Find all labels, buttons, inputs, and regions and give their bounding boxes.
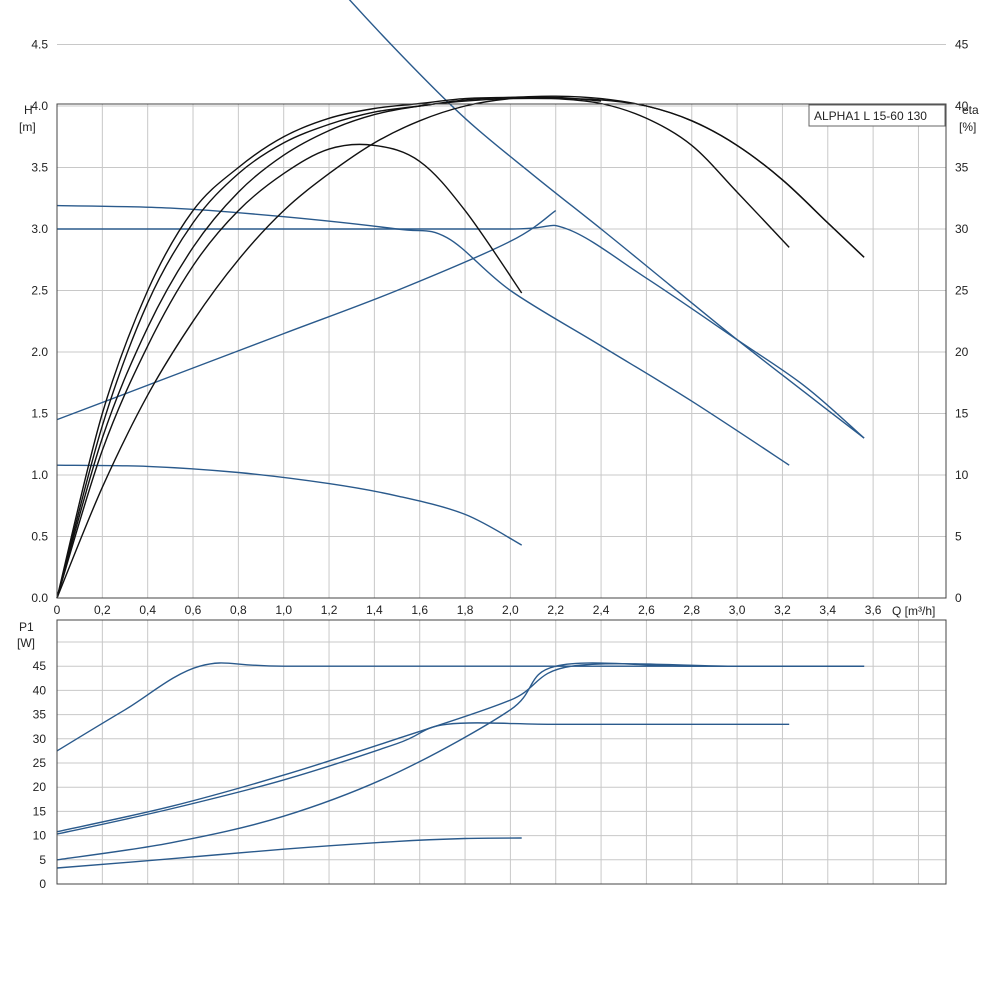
bottom-grid <box>57 620 946 884</box>
eta-axis-label: eta <box>962 103 979 117</box>
bottom-y-tick-labels: 0 5 10 15 20 25 30 35 40 45 <box>33 659 47 891</box>
p1-tick-label: 25 <box>33 756 47 770</box>
x-tick-label: 2,4 <box>593 603 610 617</box>
head-curve-2 <box>56 224 865 439</box>
h-axis-label: H <box>24 103 33 117</box>
h-tick-label: 4.5 <box>31 38 48 52</box>
p1-axis-label: P1 <box>19 620 34 634</box>
eta-tick-label: 40 <box>955 99 969 113</box>
eta-tick-label: 15 <box>955 407 969 421</box>
h-tick-label: 0.0 <box>31 591 48 605</box>
eta-tick-label: 35 <box>955 161 969 175</box>
p1-tick-label: 0 <box>39 877 46 891</box>
eta-tick-label: 5 <box>955 530 962 544</box>
x-tick-label: 1,6 <box>411 603 428 617</box>
q-axis-label: Q [m³/h] <box>892 604 935 618</box>
x-tick-label: 1,0 <box>275 603 292 617</box>
h-tick-label: 2.5 <box>31 284 48 298</box>
top-series-group <box>56 0 865 599</box>
x-tick-label: 1,4 <box>366 603 383 617</box>
p1-tick-label: 20 <box>33 780 47 794</box>
power-curve-2 <box>56 722 790 835</box>
top-y-right-tick-labels: 0510152025303540455055606570 <box>955 38 969 606</box>
head-curve-1 <box>56 204 790 466</box>
x-tick-label: 2,6 <box>638 603 655 617</box>
eta-tick-label: 10 <box>955 468 969 482</box>
eta-curve-8 <box>56 143 523 599</box>
x-tick-label: 3,2 <box>774 603 791 617</box>
x-tick-label: 0,6 <box>185 603 202 617</box>
x-tick-label: 2,8 <box>683 603 700 617</box>
top-x-tick-labels: 0 0,2 0,4 0,6 0,8 1,0 1,2 1,4 1,6 1,8 2,0 2,2 2,4 2,6… <box>54 603 882 617</box>
x-tick-label: 0,8 <box>230 603 247 617</box>
h-axis-unit: [m] <box>19 120 36 134</box>
h-tick-label: 0.5 <box>31 530 48 544</box>
h-tick-label: 2.0 <box>31 345 48 359</box>
p1-tick-label: 10 <box>33 829 47 843</box>
legend-box <box>808 104 946 127</box>
power-curve-3 <box>56 662 865 861</box>
x-tick-label: 0 <box>54 603 61 617</box>
legend-label: ALPHA1 L 15-60 130 <box>814 109 927 123</box>
eta-tick-label: 20 <box>955 345 969 359</box>
x-tick-label: 3,6 <box>865 603 882 617</box>
bottom-plot-frame <box>56 619 947 885</box>
h-tick-label: 4.0 <box>31 99 48 113</box>
eta-tick-label: 0 <box>955 591 962 605</box>
p1-tick-label: 35 <box>33 708 47 722</box>
x-tick-label: 3,4 <box>819 603 836 617</box>
h-tick-label: 3.5 <box>31 161 48 175</box>
x-tick-label: 2,2 <box>547 603 564 617</box>
eta-curve-9 <box>56 96 602 599</box>
p1-tick-label: 5 <box>39 853 46 867</box>
eta-curve-6 <box>56 96 790 599</box>
eta-axis-unit: [%] <box>959 120 976 134</box>
eta-curve-7 <box>56 97 865 599</box>
head-curve-3 <box>56 210 557 421</box>
p1-tick-label: 15 <box>33 804 47 818</box>
p1-tick-label: 40 <box>33 683 47 697</box>
p1-tick-label: 45 <box>33 659 47 673</box>
eta-tick-label: 25 <box>955 284 969 298</box>
h-tick-label: 1.5 <box>31 407 48 421</box>
head-curve-4 <box>56 464 523 546</box>
h-tick-label: 1.0 <box>31 468 48 482</box>
p1-tick-label: 30 <box>33 732 47 746</box>
bottom-series-group <box>56 662 865 869</box>
head-curve-0 <box>348 0 865 439</box>
top-plot-frame <box>56 103 947 599</box>
x-tick-label: 0,4 <box>139 603 156 617</box>
x-tick-label: 2,0 <box>502 603 519 617</box>
eta-tick-label: 45 <box>955 38 969 52</box>
x-tick-label: 3,0 <box>729 603 746 617</box>
x-tick-label: 1,2 <box>321 603 338 617</box>
h-tick-label: 3.0 <box>31 222 48 236</box>
power-curve-4 <box>56 837 522 869</box>
x-tick-label: 1,8 <box>457 603 474 617</box>
top-y-left-tick-labels: 0.00.51.01.52.02.53.03.54.04.55.05.56.06… <box>31 38 48 606</box>
x-tick-label: 0,2 <box>94 603 111 617</box>
p1-axis-unit: [W] <box>17 636 35 650</box>
eta-tick-label: 30 <box>955 222 969 236</box>
